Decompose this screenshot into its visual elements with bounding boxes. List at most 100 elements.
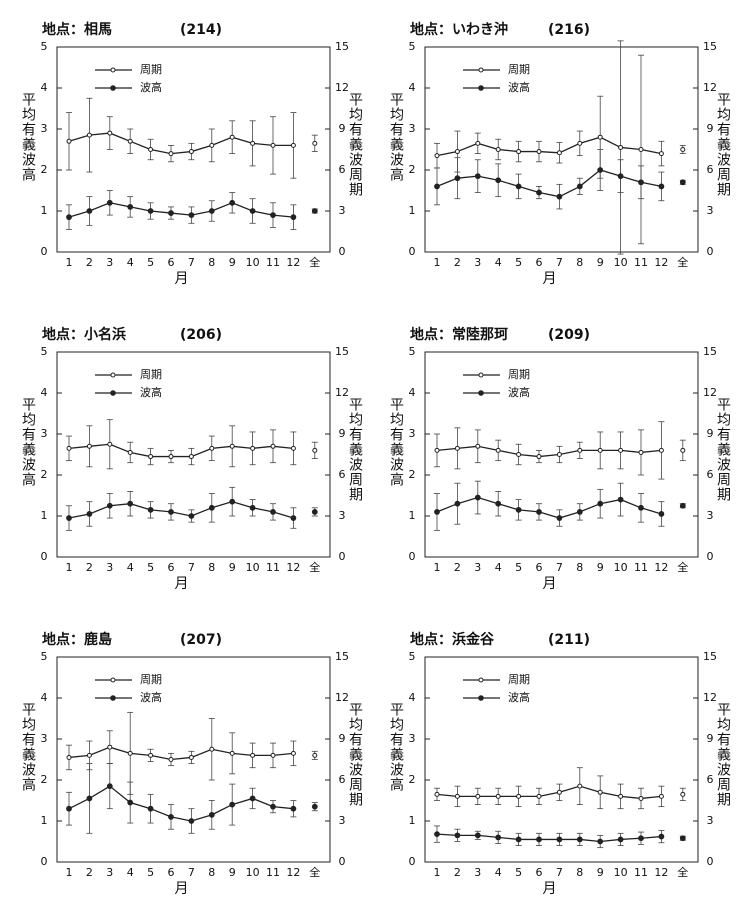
x-tick-label: 4 (127, 866, 134, 879)
point-marker (454, 445, 460, 451)
y-tick-label: 3 (409, 732, 416, 745)
point-marker (434, 831, 440, 838)
point-marker (290, 515, 297, 521)
point-marker (188, 754, 194, 760)
y-axis-label: 平均有義波高 (20, 702, 36, 792)
x-tick-label: 8 (208, 561, 215, 574)
x-tick-label: 7 (556, 256, 563, 269)
y2-tick-label: 15 (703, 40, 717, 53)
point-marker (556, 150, 562, 156)
plot-frame (424, 46, 699, 253)
point-marker (658, 833, 665, 840)
y-tick-label: 5 (409, 345, 416, 358)
y-tick-label: 5 (409, 40, 416, 53)
point-marker (249, 208, 256, 214)
legend-label: 周期 (140, 368, 162, 381)
x-axis-label: 月 (175, 881, 189, 897)
y-tick-label: 3 (409, 122, 416, 135)
point-marker (229, 498, 236, 505)
point-marker (658, 151, 664, 157)
point-marker (577, 783, 583, 789)
x-tick-label: 3 (474, 866, 481, 879)
legend-label: 周期 (140, 63, 162, 76)
x-tick-label: 9 (597, 561, 604, 574)
x-tick-label: 4 (495, 256, 502, 269)
point-marker (270, 803, 276, 810)
point-marker (597, 789, 603, 795)
point-marker (536, 509, 542, 515)
point-marker (434, 153, 440, 159)
y2-tick-label: 15 (703, 345, 717, 358)
x-tick-label: 8 (208, 256, 215, 269)
point-marker (618, 793, 624, 799)
x-tick-label: 6 (168, 561, 175, 574)
x-tick-label: 1 (434, 866, 441, 879)
y-tick-label: 2 (409, 773, 416, 786)
y-tick-label: 2 (41, 773, 48, 786)
x-tick-label: 7 (556, 866, 563, 879)
x-tick-label: 7 (188, 866, 195, 879)
point-marker (495, 793, 501, 799)
point-marker (66, 754, 72, 760)
y-tick-label: 0 (41, 855, 48, 868)
x-tick-label: 1 (66, 866, 73, 879)
point-marker (66, 214, 72, 221)
y2-tick-label: 6 (339, 468, 346, 481)
point-marker (454, 175, 461, 182)
x-tick-label: 3 (474, 256, 481, 269)
legend-marker (478, 372, 484, 378)
y2-tick-label: 3 (339, 204, 346, 217)
point-marker (270, 142, 276, 148)
y2-tick-label: 12 (703, 81, 717, 94)
annual-marker (312, 447, 318, 453)
y-tick-label: 3 (41, 122, 48, 135)
x-tick-label: 全 (309, 255, 320, 269)
series-line (68, 132, 294, 155)
x-tick-label: 9 (229, 866, 236, 879)
x-tick-label: 11 (266, 561, 280, 574)
point-marker (556, 515, 563, 521)
y-tick-label: 0 (409, 855, 416, 868)
y2-tick-label: 12 (335, 691, 349, 704)
y2-tick-label: 0 (707, 550, 714, 563)
x-tick-label: 1 (434, 256, 441, 269)
plot-frame (56, 351, 331, 558)
x-tick-label: 3 (474, 561, 481, 574)
plot-frame (424, 351, 699, 558)
x-axis-label: 月 (543, 576, 557, 592)
y2-tick-label: 0 (707, 855, 714, 868)
x-tick-label: 4 (127, 256, 134, 269)
x-tick-label: 5 (147, 256, 154, 269)
legend-label: 周期 (508, 673, 530, 686)
point-marker (209, 746, 215, 752)
point-marker (249, 795, 256, 802)
series-line (68, 202, 294, 218)
x-tick-label: 6 (536, 561, 543, 574)
series-line (68, 785, 294, 822)
point-marker (658, 511, 665, 517)
x-tick-label: 11 (634, 866, 648, 879)
x-axis-label: 月 (543, 881, 557, 897)
point-marker (638, 835, 644, 842)
y2-tick-label: 12 (703, 691, 717, 704)
y-tick-label: 1 (41, 814, 48, 827)
annual-marker (312, 752, 318, 758)
annual-marker (679, 179, 686, 186)
x-tick-label: 10 (614, 866, 628, 879)
point-marker (66, 445, 72, 451)
x-tick-label: 2 (454, 866, 461, 879)
point-marker (127, 204, 134, 210)
legend-marker (478, 390, 484, 396)
point-marker (229, 134, 235, 140)
panel-title: 地点：浜金谷 (410, 631, 495, 648)
y-axis-label: 平均有義波高 (20, 397, 36, 487)
point-marker (495, 447, 501, 453)
legend-label: 波高 (140, 690, 162, 704)
x-tick-label: 全 (677, 865, 688, 879)
point-marker (229, 750, 235, 756)
point-marker (147, 805, 154, 812)
y2-axis-label: 平均有義波周期 (715, 92, 731, 197)
x-tick-label: 12 (654, 561, 668, 574)
point-marker (270, 212, 276, 219)
x-tick-label: 10 (614, 256, 628, 269)
